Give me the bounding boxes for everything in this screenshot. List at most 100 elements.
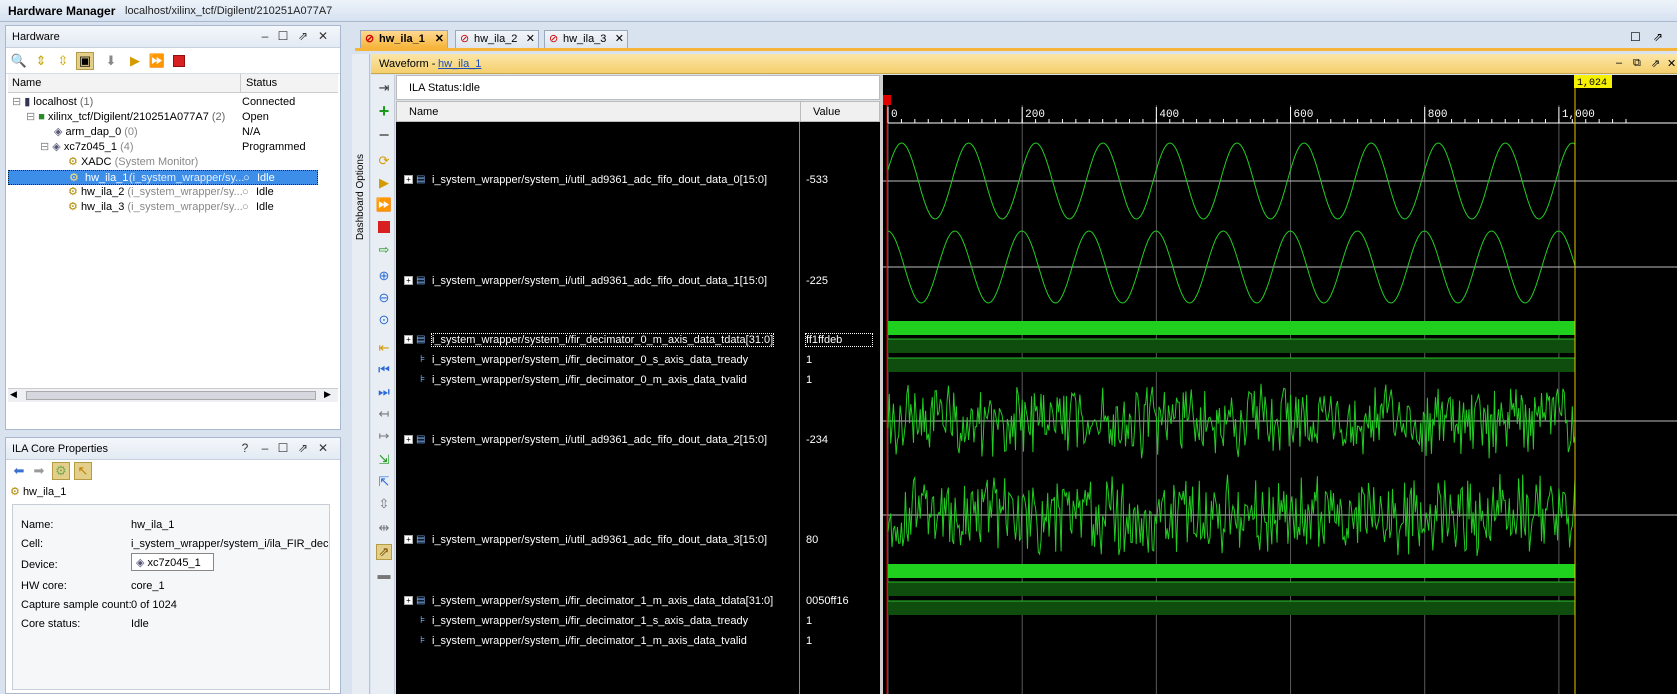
previous-marker-icon[interactable]: ⇱	[378, 474, 390, 489]
zoom-in-icon[interactable]: ⊕	[378, 268, 390, 283]
horizontal-scrollbar[interactable]: ◀ ▶	[8, 388, 338, 402]
run-trigger-icon[interactable]: ▶	[130, 53, 140, 68]
maximize-icon[interactable]: ☐	[277, 29, 289, 43]
swap-cursors-icon[interactable]: ⇹	[378, 520, 390, 535]
window-title: Hardware Manager	[8, 4, 116, 18]
expand-icon[interactable]: +	[404, 535, 413, 544]
maximize-icon[interactable]: ☐	[1630, 30, 1641, 44]
axis-tick-label: 400	[1159, 109, 1179, 121]
auto-refresh-icon[interactable]: ▣	[76, 52, 94, 70]
float-icon[interactable]: ⇗	[1651, 58, 1661, 70]
tree-status: Connected	[242, 96, 296, 108]
settings-icon[interactable]: ▬	[377, 566, 391, 582]
close-icon[interactable]: ✕	[317, 441, 329, 455]
hardware-header: Hardware – ☐ ⇗ ✕	[6, 26, 340, 48]
play-icon[interactable]: ▶	[379, 175, 389, 190]
pointer-icon[interactable]: ↖	[74, 462, 92, 480]
go-to-start-icon[interactable]: ⏮	[378, 362, 390, 377]
expand-icon[interactable]: +	[404, 175, 413, 184]
expand-icon[interactable]: +	[404, 596, 413, 605]
run-trigger-icon[interactable]: ⟳	[378, 153, 390, 168]
refresh-core-icon[interactable]: ⚙	[52, 462, 70, 480]
tab-underline	[355, 48, 1677, 51]
go-to-end-icon[interactable]: ⏭	[378, 384, 390, 399]
bit-band	[888, 358, 1575, 372]
bus-band	[888, 564, 1575, 578]
expand-icon[interactable]: +	[404, 335, 413, 344]
tree-row-target[interactable]: ⊟ ■ xilinx_tcf/Digilent/210251A077A7 (2)…	[26, 111, 269, 123]
tree-row-arm-dap[interactable]: ◈ arm_dap_0 (0) N/A	[54, 126, 261, 138]
hardware-tree: Name Status ⊟ ▮ localhost (1) Connected …	[8, 74, 338, 394]
waveform-canvas[interactable]: 0 200 400 600 800 1,000 1,024	[883, 75, 1677, 694]
dashboard-options-label: Dashboard Options	[355, 154, 366, 241]
dashboard-options-strip[interactable]: Dashboard Options	[352, 54, 370, 694]
tab-hw-ila-1[interactable]: ⊘ hw_ila_1 ✕	[360, 30, 448, 48]
next-marker-icon[interactable]: ⇳	[378, 496, 390, 511]
minimize-icon[interactable]: –	[261, 29, 269, 43]
signal-value: -225	[806, 275, 829, 287]
col-name-header: Name	[12, 77, 42, 89]
restore-icon[interactable]: ⧉	[1633, 57, 1641, 69]
help-icon[interactable]: ?	[241, 441, 249, 455]
tree-row-xadc[interactable]: ⚙ XADC (System Monitor)	[68, 156, 199, 168]
collapse-all-icon[interactable]: ⇕	[35, 53, 47, 68]
back-arrow-icon[interactable]: ⬅	[13, 463, 25, 478]
close-icon[interactable]: ✕	[317, 29, 329, 43]
previous-transition-icon[interactable]: ↤	[378, 406, 390, 421]
search-icon[interactable]: 🔍	[10, 53, 28, 68]
stop-icon[interactable]	[170, 52, 188, 70]
tree-row-hw-ila-3[interactable]: ⚙ hw_ila_3 (i_system_wrapper/sy... ○ Idl…	[68, 201, 274, 213]
snap-icon[interactable]: ⇗	[376, 544, 392, 560]
export-icon[interactable]: ⇨	[378, 242, 390, 257]
expand-all-icon[interactable]: ⇳	[57, 53, 69, 68]
stop-icon[interactable]	[376, 219, 392, 235]
signal-name: i_system_wrapper/system_i/util_ad9361_ad…	[432, 174, 768, 186]
col-value-header: Value	[813, 106, 841, 118]
remove-icon[interactable]: −	[378, 124, 390, 145]
tree-row-device[interactable]: ⊟ ◈ xc7z045_1 (4) Programmed	[40, 141, 306, 153]
tab-hw-ila-2[interactable]: ⊘ hw_ila_2 ✕	[455, 30, 539, 48]
add-marker-icon[interactable]: ⇲	[378, 452, 390, 467]
zoom-fit-icon[interactable]: ⊙	[378, 312, 390, 327]
zoom-out-icon[interactable]: ⊖	[378, 290, 390, 305]
waveform-link[interactable]: hw_ila_1	[438, 58, 482, 70]
splitter[interactable]	[880, 75, 883, 694]
close-icon[interactable]: ✕	[1667, 58, 1677, 70]
bit-signal-icon: ⊧	[420, 615, 426, 626]
tab-hw-ila-3[interactable]: ⊘ hw_ila_3 ✕	[544, 30, 628, 48]
axis-tick-label: 600	[1294, 109, 1314, 121]
ila-status-bar: ILA Status:Idle	[396, 75, 880, 100]
analog-trace	[887, 474, 1576, 556]
col-name-header: Name	[409, 106, 439, 118]
add-icon[interactable]: +	[378, 100, 390, 121]
signal-value: 1	[806, 615, 813, 627]
bit-signal-icon: ⊧	[420, 374, 426, 385]
tree-row-hw-ila-2[interactable]: ⚙ hw_ila_2 (i_system_wrapper/sy... ○ Idl…	[68, 186, 274, 198]
axis-tick-label: 1,000	[1562, 109, 1595, 121]
next-transition-icon[interactable]: ↦	[378, 428, 390, 443]
tree-row-localhost[interactable]: ⊟ ▮ localhost (1) Connected	[12, 96, 296, 108]
run-immediate-icon[interactable]: ⏩	[148, 53, 166, 68]
bus-signal-icon: ▤	[416, 534, 426, 545]
ila-status-circle-icon: ○	[242, 186, 249, 198]
expand-icon[interactable]: +	[404, 435, 413, 444]
fast-forward-icon[interactable]: ⏩	[375, 197, 393, 212]
forward-arrow-icon[interactable]: ➡	[33, 463, 45, 478]
hardware-column-header: Name Status	[8, 74, 338, 93]
maximize-icon[interactable]: ☐	[277, 441, 289, 455]
go-to-cursor-icon[interactable]: ⇤	[378, 340, 390, 355]
minimize-icon[interactable]: –	[1616, 57, 1623, 69]
program-icon[interactable]: ⬇	[105, 53, 117, 68]
fit-icon[interactable]: ⇥	[378, 80, 390, 95]
signal-name: i_system_wrapper/system_i/util_ad9361_ad…	[432, 275, 768, 287]
tree-row-hw-ila-1[interactable]: ⚙ hw_ila_1 (i_system_wrapper/sy... ○ Idl…	[8, 170, 318, 185]
float-icon[interactable]: ⇗	[297, 29, 309, 43]
signal-name: i_system_wrapper/system_i/util_ad9361_ad…	[432, 534, 768, 546]
float-icon[interactable]: ⇗	[297, 441, 309, 455]
device-chip[interactable]: ◈ xc7z045_1	[131, 553, 214, 571]
minimize-icon[interactable]: –	[261, 441, 269, 455]
expand-icon[interactable]: +	[404, 276, 413, 285]
axis-tick-label: 200	[1025, 109, 1045, 121]
bus-signal-icon: ▤	[416, 174, 426, 185]
float-icon[interactable]: ⇗	[1653, 30, 1664, 44]
